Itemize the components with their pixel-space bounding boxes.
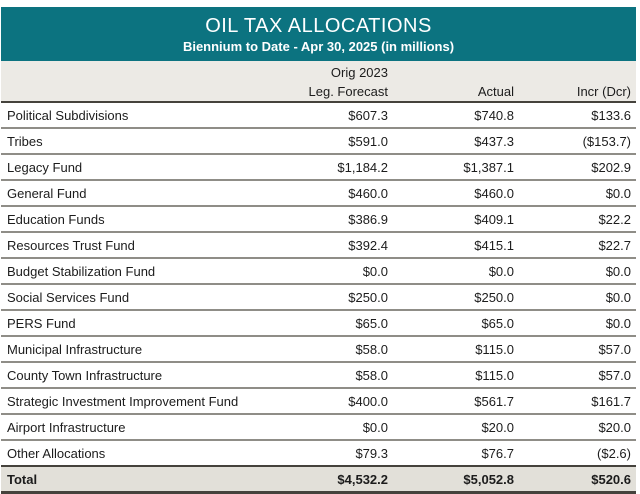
table-row: Municipal Infrastructure $58.0 $115.0 $5…: [1, 337, 636, 363]
row-actual: $115.0: [475, 367, 514, 383]
row-forecast: $392.4: [348, 237, 388, 253]
row-forecast: $58.0: [355, 367, 388, 383]
row-label: Budget Stabilization Fund: [7, 263, 156, 279]
table-row: Tribes $591.0 $437.3 ($153.7): [1, 129, 636, 155]
row-label: Tribes: [7, 133, 43, 149]
total-label: Total: [7, 471, 38, 487]
total-forecast: $4,532.2: [337, 471, 388, 487]
row-actual: $250.0: [474, 289, 514, 305]
row-forecast: $1,184.2: [337, 159, 388, 175]
table-row: Social Services Fund $250.0 $250.0 $0.0: [1, 285, 636, 311]
title-band: OIL TAX ALLOCATIONS Biennium to Date - A…: [1, 7, 636, 61]
row-incr: $22.2: [598, 211, 631, 227]
row-forecast: $250.0: [348, 289, 388, 305]
report-subtitle: Biennium to Date - Apr 30, 2025 (in mill…: [182, 39, 455, 54]
row-actual: $0.0: [488, 263, 514, 279]
row-actual: $415.1: [474, 237, 514, 253]
row-incr: $133.6: [591, 107, 631, 123]
row-incr: ($153.7): [582, 133, 631, 149]
column-header-line2: Leg. Forecast Actual Incr (Dcr): [1, 82, 636, 101]
row-label: PERS Fund: [7, 315, 76, 331]
row-label: Resources Trust Fund: [7, 237, 135, 253]
row-forecast: $0.0: [362, 419, 388, 435]
row-incr: $57.0: [598, 367, 631, 383]
row-forecast: $591.0: [348, 133, 388, 149]
table-row: Education Funds $386.9 $409.1 $22.2: [1, 207, 636, 233]
row-incr: $0.0: [605, 185, 631, 201]
row-forecast: $400.0: [348, 393, 388, 409]
row-label: Political Subdivisions: [7, 107, 129, 123]
table-row: County Town Infrastructure $58.0 $115.0 …: [1, 363, 636, 389]
row-actual: $437.3: [474, 133, 514, 149]
column-header-forecast-line1: Orig 2023: [330, 65, 388, 80]
row-forecast: $386.9: [348, 211, 388, 227]
row-actual: $1,387.1: [463, 159, 514, 175]
table-row: Legacy Fund $1,184.2 $1,387.1 $202.9: [1, 155, 636, 181]
table-row: Budget Stabilization Fund $0.0 $0.0 $0.0: [1, 259, 636, 285]
row-actual: $76.7: [481, 445, 514, 461]
table-row: Airport Infrastructure $0.0 $20.0 $20.0: [1, 415, 636, 441]
row-incr: $0.0: [605, 315, 631, 331]
row-actual: $460.0: [474, 185, 514, 201]
row-incr: $0.0: [605, 263, 631, 279]
total-row: Total $4,532.2 $5,052.8 $520.6: [1, 467, 636, 494]
row-forecast: $58.0: [355, 341, 388, 357]
row-label: Education Funds: [7, 211, 105, 227]
row-label: General Fund: [7, 185, 87, 201]
row-incr: $0.0: [605, 289, 631, 305]
table-row: Strategic Investment Improvement Fund $4…: [1, 389, 636, 415]
table-row: Political Subdivisions $607.3 $740.8 $13…: [1, 103, 636, 129]
row-label: Airport Infrastructure: [7, 419, 126, 435]
total-actual: $5,052.8: [463, 471, 514, 487]
column-header-incr: Incr (Dcr): [576, 84, 631, 99]
row-incr: $202.9: [591, 159, 631, 175]
oil-tax-report: OIL TAX ALLOCATIONS Biennium to Date - A…: [1, 7, 636, 494]
row-incr: $20.0: [598, 419, 631, 435]
table-body: Political Subdivisions $607.3 $740.8 $13…: [1, 103, 636, 467]
row-actual: $561.7: [474, 393, 514, 409]
row-actual: $65.0: [481, 315, 514, 331]
report-title: OIL TAX ALLOCATIONS: [205, 15, 432, 37]
column-header-forecast-line2: Leg. Forecast: [308, 84, 389, 99]
row-forecast: $65.0: [355, 315, 388, 331]
row-label: Municipal Infrastructure: [7, 341, 143, 357]
total-incr: $520.6: [591, 471, 631, 487]
column-header-band: Orig 2023 Leg. Forecast Actual Incr (Dcr…: [1, 61, 636, 103]
row-incr: $22.7: [598, 237, 631, 253]
row-actual: $20.0: [481, 419, 514, 435]
row-forecast: $607.3: [348, 107, 388, 123]
row-incr: $57.0: [598, 341, 631, 357]
table-row: Resources Trust Fund $392.4 $415.1 $22.7: [1, 233, 636, 259]
row-actual: $115.0: [475, 341, 514, 357]
table-row: PERS Fund $65.0 $65.0 $0.0: [1, 311, 636, 337]
row-actual: $740.8: [474, 107, 514, 123]
row-incr: $161.7: [591, 393, 631, 409]
row-incr: ($2.6): [597, 445, 631, 461]
column-header-line1: Orig 2023: [1, 63, 636, 82]
row-label: Other Allocations: [7, 445, 106, 461]
table-row: Other Allocations $79.3 $76.7 ($2.6): [1, 441, 636, 467]
row-label: Legacy Fund: [7, 159, 83, 175]
row-label: Social Services Fund: [7, 289, 130, 305]
row-forecast: $0.0: [362, 263, 388, 279]
column-header-actual: Actual: [477, 84, 514, 99]
row-forecast: $79.3: [355, 445, 388, 461]
row-label: County Town Infrastructure: [7, 367, 163, 383]
table-row: General Fund $460.0 $460.0 $0.0: [1, 181, 636, 207]
row-label: Strategic Investment Improvement Fund: [7, 393, 239, 409]
row-forecast: $460.0: [348, 185, 388, 201]
row-actual: $409.1: [474, 211, 514, 227]
